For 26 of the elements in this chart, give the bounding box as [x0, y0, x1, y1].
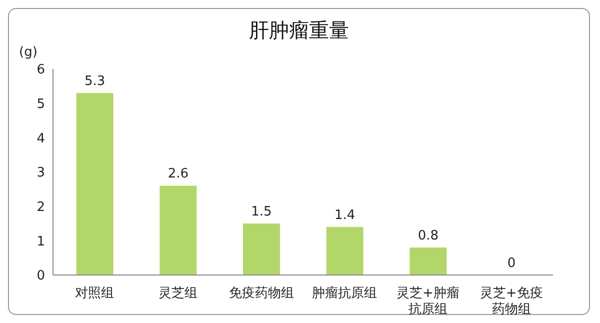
bar	[243, 224, 280, 275]
y-tick-label: 6	[36, 62, 45, 78]
x-tick-label: 灵芝组	[158, 286, 198, 301]
y-axis-title: (g)	[19, 45, 38, 60]
data-label: 5.3	[84, 74, 106, 90]
x-tick-label: 灵芝+免疫药物组	[480, 286, 543, 317]
x-tick-label: 肿瘤抗原组	[312, 285, 378, 301]
y-tick-label: 5	[36, 96, 45, 112]
bar	[160, 186, 197, 275]
x-tick-label: 免疫药物组	[228, 286, 294, 301]
data-label: 2.6	[168, 166, 189, 182]
bar	[76, 93, 114, 275]
y-tick-label: 3	[36, 166, 45, 181]
data-label: 0.8	[418, 228, 439, 244]
y-tick-label: 2	[36, 200, 45, 215]
y-tick-label: 4	[36, 131, 45, 146]
bar	[410, 248, 447, 275]
x-tick-label: 灵芝+肿瘤抗原组	[396, 285, 460, 317]
y-tick-label: 1	[36, 234, 45, 250]
data-label: 1.5	[251, 204, 272, 220]
x-tick-label: 对照组	[75, 286, 114, 301]
data-label: 0	[507, 256, 516, 271]
chart-title: 肝肿瘤重量	[248, 17, 350, 44]
data-label: 1.4	[334, 208, 356, 223]
y-tick-label: 0	[36, 268, 45, 284]
bar	[326, 226, 364, 275]
